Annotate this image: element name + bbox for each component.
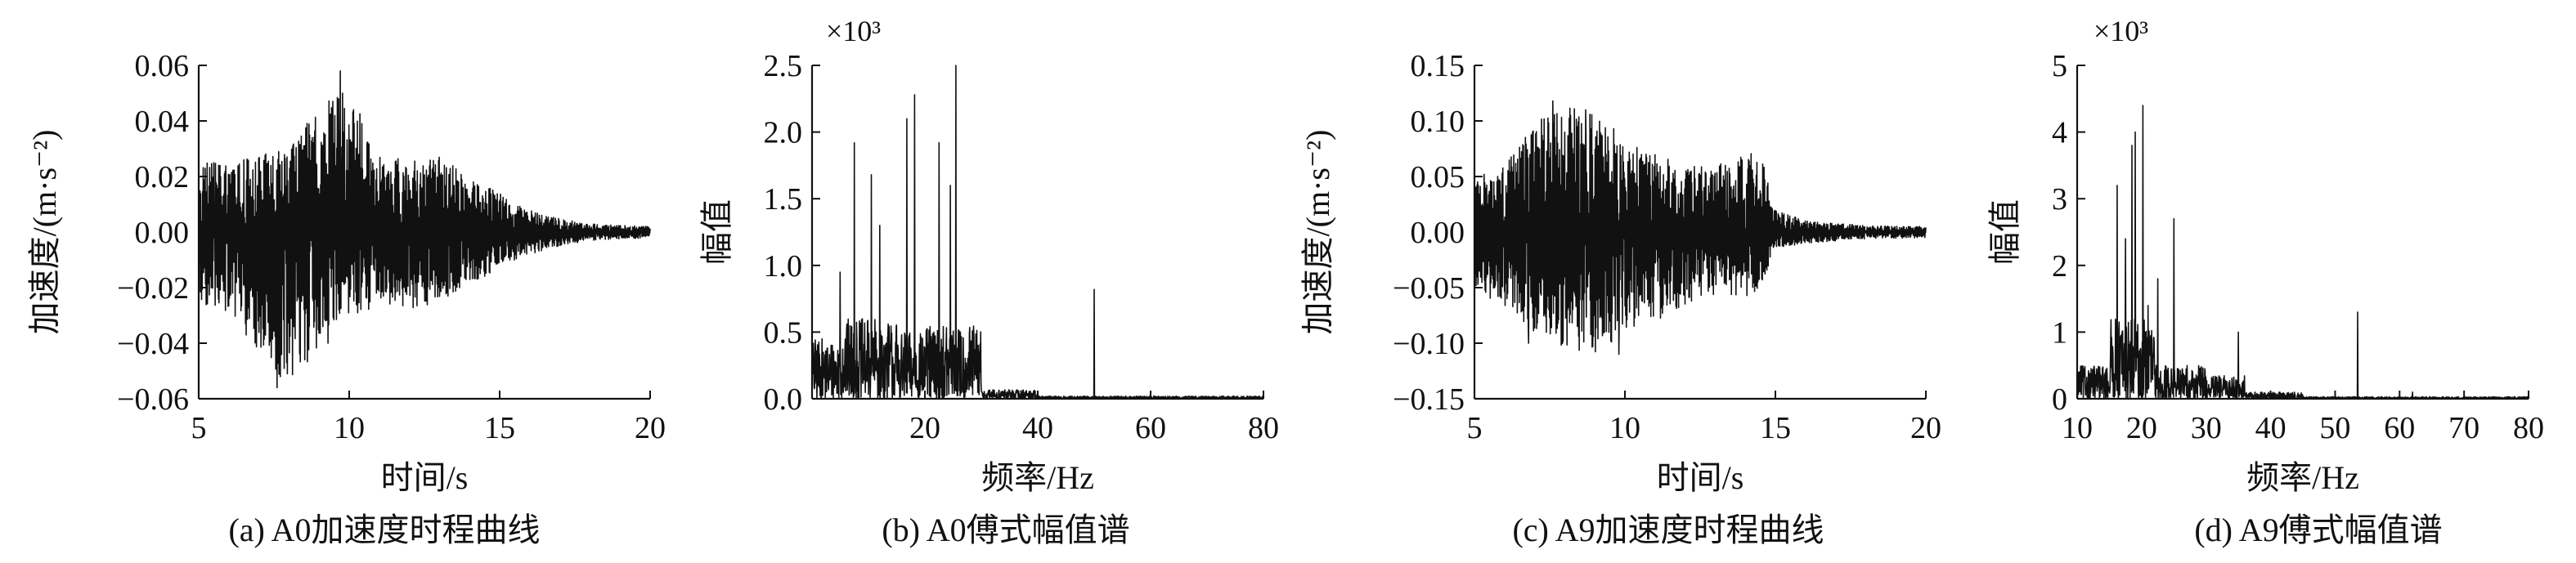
x-tick-label: 10 [334,411,365,445]
x-tick-label: 10 [1609,411,1640,445]
y-axis-label: 加速度/(m·s⁻²) [26,130,63,335]
y-tick-label: 0.04 [135,105,190,139]
series-line-a [198,70,651,389]
x-tick-label: 15 [484,411,515,445]
x-axis-label: 频率/Hz [981,459,1094,496]
x-tick-label: 70 [2448,411,2480,445]
x-tick-label: 60 [1135,411,1166,445]
y-tick-label: 0.02 [135,160,190,194]
y-tick-label: 2.0 [764,116,803,150]
x-tick-label: 40 [1022,411,1053,445]
series-line-c [1474,100,1927,355]
y-axis-label: 幅值 [698,199,735,265]
x-axis-label: 时间/s [381,459,469,496]
y-tick-label: 0.00 [1411,216,1465,250]
axis-multiplier: ×10³ [2094,15,2148,47]
y-tick-label: −0.02 [117,271,189,306]
x-axis-label: 时间/s [1657,459,1744,496]
y-tick-label: 0.0 [764,382,803,417]
x-tick-label: 60 [2384,411,2415,445]
x-tick-label: 5 [191,411,207,445]
y-tick-label: 0.05 [1411,160,1465,194]
panel-caption: (a) A0加速度时程曲线 [228,512,540,548]
x-tick-label: 30 [2191,411,2222,445]
series-line-b [811,65,1264,400]
y-axis-label: 加速度/(m·s⁻²) [1299,130,1336,335]
panel-caption: (b) A0傅式幅值谱 [882,512,1129,548]
y-tick-label: 0.15 [1411,49,1465,83]
chart-panel-c: −0.15 −0.10 −0.05 0.00 0.05 0.10 0.15 5 10 15 20 时间… [1299,49,1941,548]
y-tick-label: 1 [2052,315,2067,350]
y-tick-label: 0.00 [135,216,190,250]
x-tick-label: 20 [909,411,940,445]
series-line-d [2076,105,2529,400]
y-tick-label: 2 [2052,249,2067,284]
x-tick-label: 20 [635,411,666,445]
panels: −0.06−0.04−0.020.000.020.040.065 10 15 20时间… [26,15,2544,548]
y-tick-label: 0.06 [135,49,190,83]
y-tick-label: 1.5 [764,182,803,217]
y-tick-label: 1.0 [764,249,803,284]
y-tick-label: −0.06 [117,382,189,417]
panel-caption: (d) A9傅式幅值谱 [2194,512,2442,548]
x-tick-label: 20 [1910,411,1941,445]
x-tick-label: 20 [2126,411,2157,445]
x-tick-label: 40 [2255,411,2287,445]
y-tick-label: 0.10 [1411,105,1465,139]
y-tick-label: −0.04 [117,327,189,361]
y-axis-label: 幅值 [1986,199,2023,265]
chart-panel-d: 0 1 2 3 4 5 10 20 30 40 50 60 70 80 频率/Hz 幅值 ×10³ (d) A9傅… [1986,15,2544,548]
x-tick-label: 80 [2513,411,2544,445]
x-tick-label: 10 [2062,411,2093,445]
y-tick-label: 0.5 [764,315,803,350]
chart-panel-a: −0.06 −0.04 −0.02 0.00 0.02 0.04 0.06 5 10 15 20 时间… [26,49,666,548]
x-tick-label: 80 [1248,411,1279,445]
x-tick-label: 15 [1760,411,1791,445]
y-tick-label: 3 [2052,182,2067,217]
y-tick-label: 2.5 [764,49,803,83]
y-tick-label: −0.05 [1393,271,1465,306]
x-axis-label: 频率/Hz [2246,459,2359,496]
y-tick-label: 0 [2052,382,2067,417]
y-tick-label: 5 [2052,49,2067,83]
panel-caption: (c) A9加速度时程曲线 [1512,512,1824,548]
y-tick-label: −0.10 [1393,327,1465,361]
x-tick-label: 50 [2319,411,2350,445]
y-tick-label: 4 [2052,116,2067,150]
y-tick-label: −0.15 [1393,382,1465,417]
x-tick-label: 5 [1467,411,1483,445]
axis-multiplier: ×10³ [826,15,881,47]
chart-panel-b: 0.0 0.5 1.0 1.5 2.0 2.5 20 40 60 80 频率/Hz 幅值 ×10³ (b)… [698,15,1279,548]
